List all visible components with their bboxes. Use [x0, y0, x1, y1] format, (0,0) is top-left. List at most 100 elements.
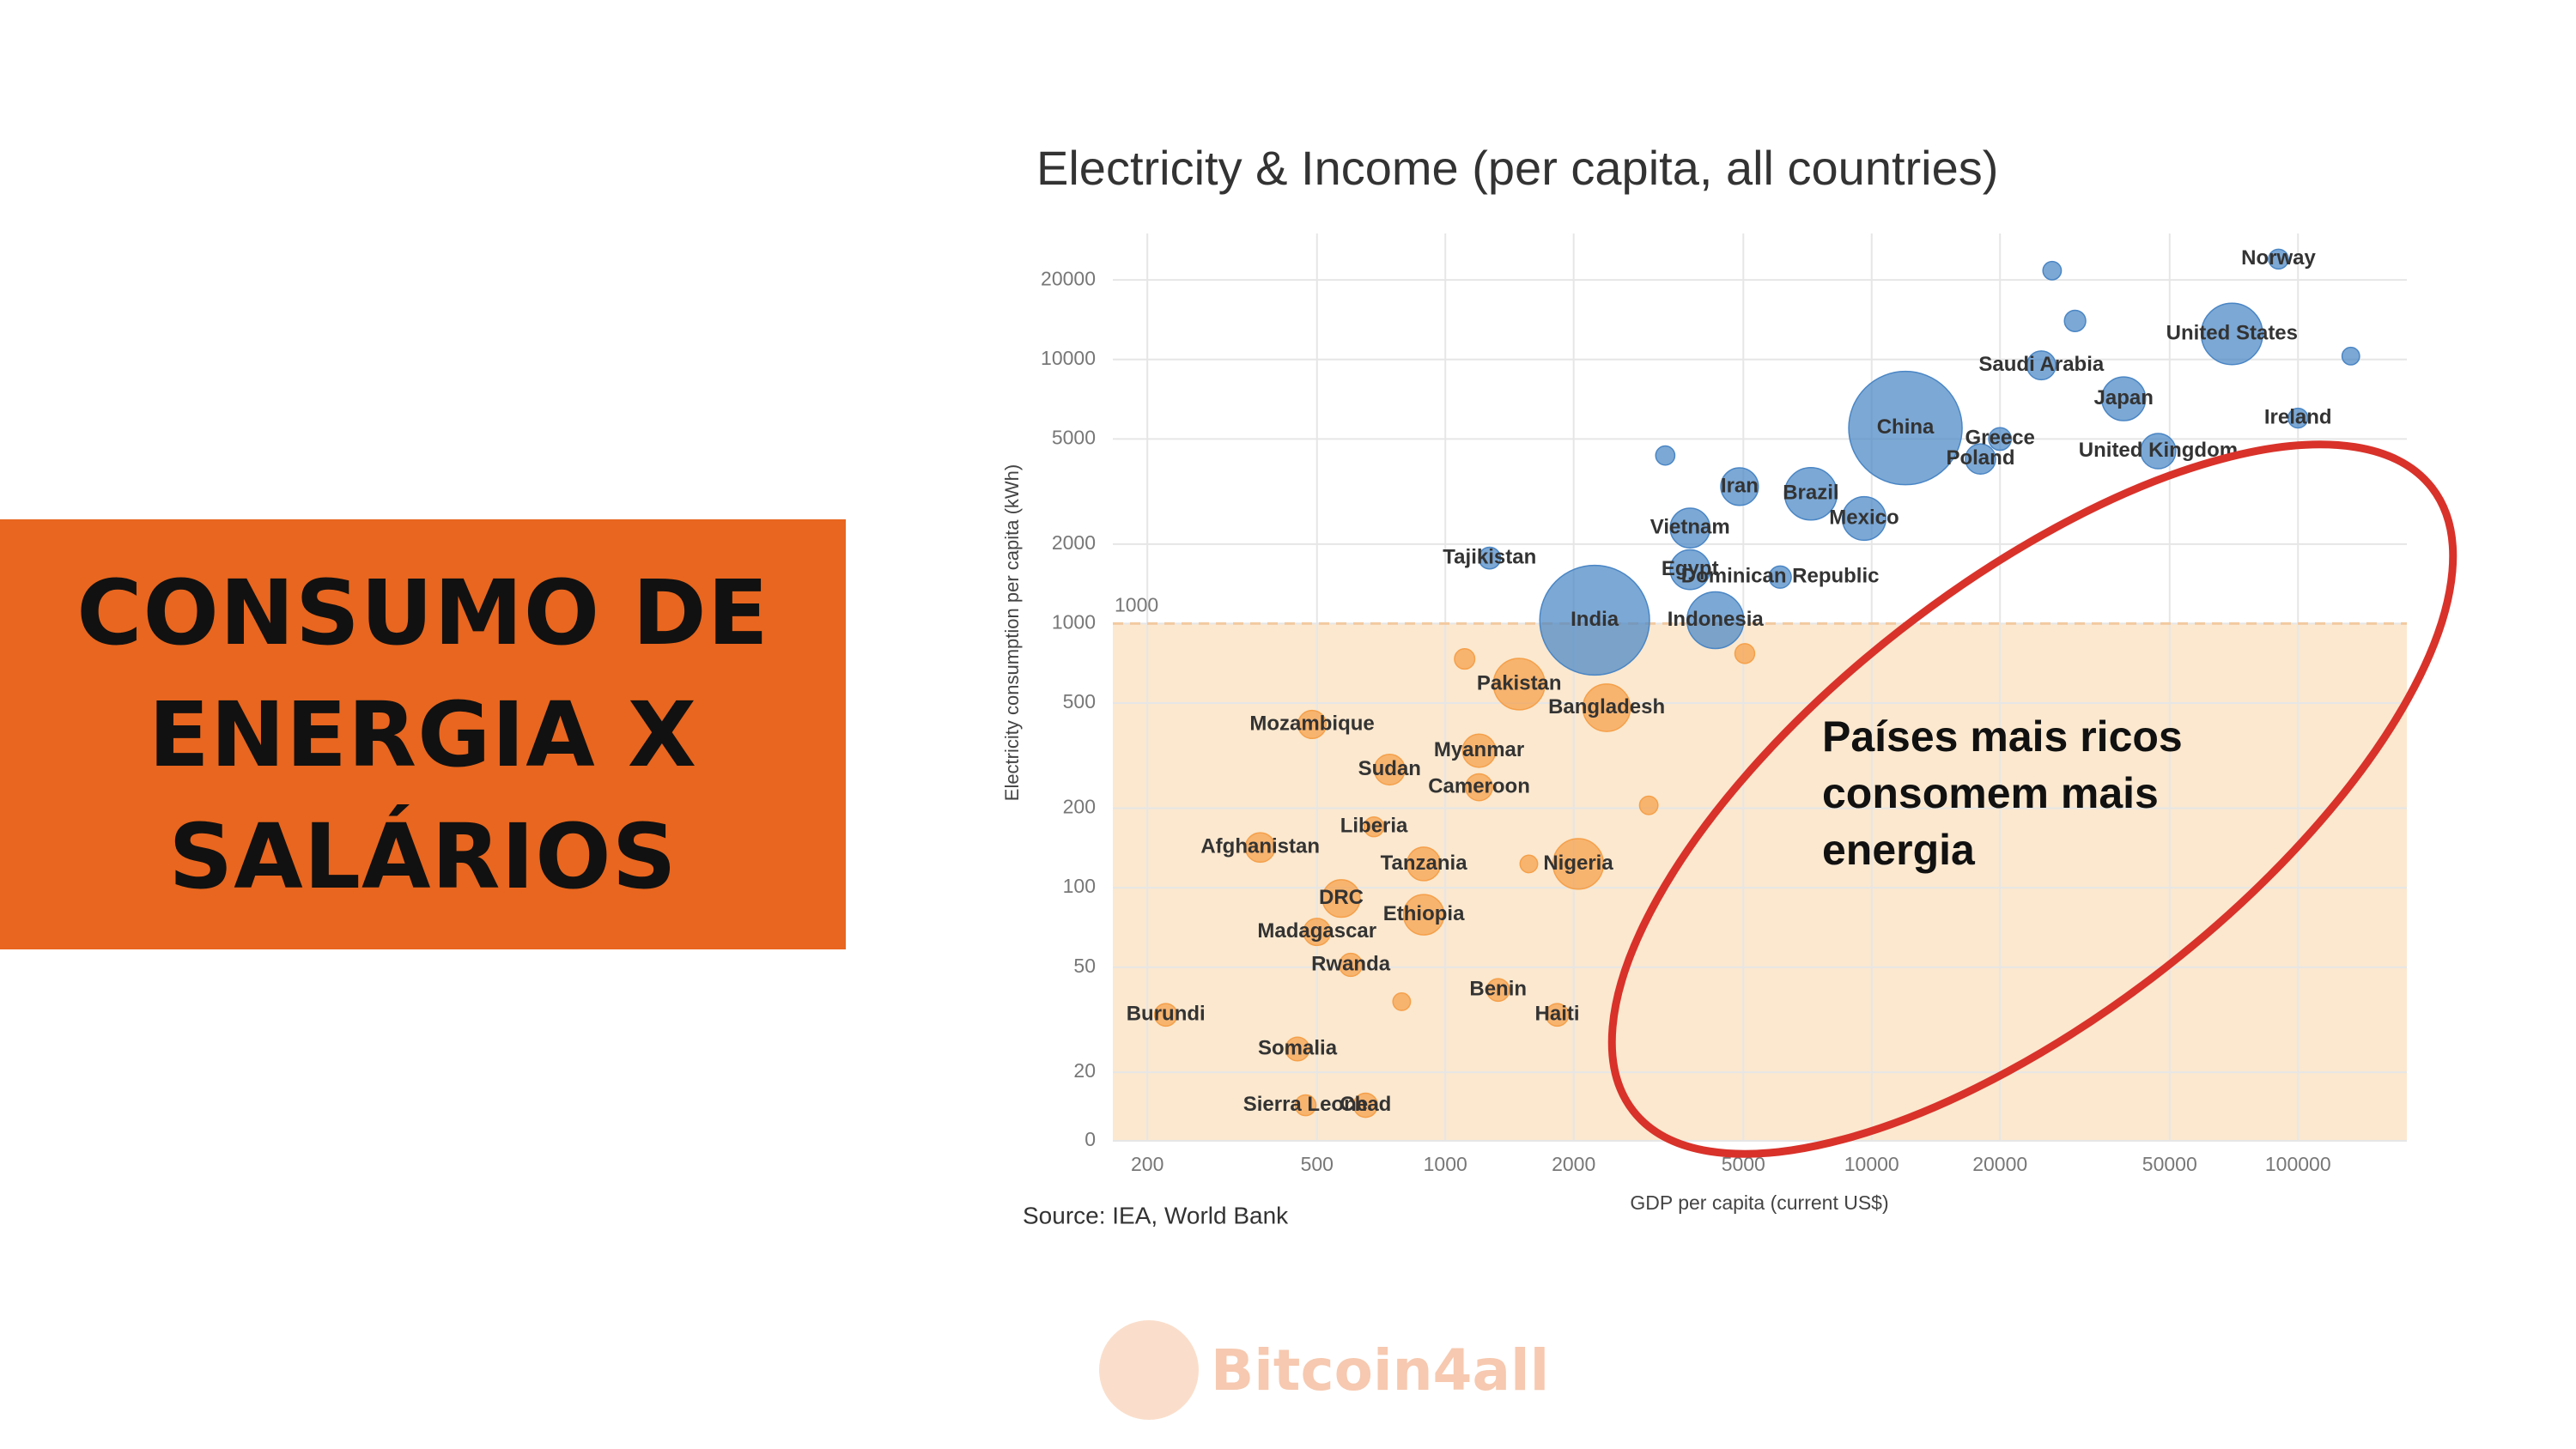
bubble	[1686, 591, 1745, 650]
annotation: Países mais ricos consomem mais energia	[1822, 712, 2183, 874]
x-tick-label: 2000	[1552, 1153, 1595, 1175]
bubble	[1492, 658, 1546, 711]
bubble	[1545, 1003, 1570, 1028]
heading-line: SALÁRIOS	[168, 803, 677, 909]
country-label: Poland	[1946, 446, 2014, 470]
country-label: Mexico	[1829, 506, 1899, 529]
y-tick-label: 500	[1063, 690, 1096, 712]
y-tick-label: 5000	[1052, 426, 1096, 448]
country-label: Cameroon	[1428, 774, 1530, 797]
y-tick-label: 10000	[1041, 347, 1096, 369]
bubble	[1552, 838, 1605, 890]
x-tick-label: 100000	[2265, 1153, 2331, 1175]
bubble	[2200, 302, 2263, 366]
country-label: Japan	[2094, 386, 2154, 409]
y-axis-label: Electricity consumption per capita (kWh)	[1001, 464, 1023, 801]
x-tick-label: 200	[1131, 1153, 1163, 1175]
y-tick-label: 200	[1063, 796, 1096, 818]
bubble	[1539, 564, 1650, 676]
bubble	[2287, 407, 2309, 429]
bubble	[1848, 370, 1963, 486]
country-label: Iran	[1721, 474, 1759, 497]
bubble	[2341, 346, 2360, 366]
country-label: Bangladesh	[1548, 695, 1665, 718]
bubble	[1402, 894, 1445, 936]
country-label: China	[1877, 415, 1935, 439]
highlight-ellipse	[1607, 440, 2458, 1158]
country-label: Indonesia	[1668, 608, 1765, 631]
bubble	[1294, 1094, 1317, 1117]
country-label: Haiti	[1535, 1003, 1580, 1026]
bubble	[2042, 260, 2063, 281]
bubble	[1454, 648, 1476, 670]
bubble	[1478, 546, 1502, 570]
country-label: Myanmar	[1434, 738, 1524, 761]
x-tick-label: 1000	[1424, 1153, 1467, 1175]
bubble	[1669, 549, 1711, 591]
y-tick-label: 1000	[1052, 611, 1096, 634]
country-label: Egypt	[1662, 557, 1719, 580]
country-label: Sierra Leone	[1243, 1093, 1368, 1116]
x-tick-label: 20000	[1972, 1153, 2027, 1175]
bubble	[1392, 991, 1412, 1011]
y-tick-label: 0	[1084, 1128, 1096, 1150]
bubble	[1655, 445, 1676, 466]
x-tick-label: 500	[1301, 1153, 1334, 1175]
source: Source: IEA, World Bank	[1023, 1202, 1289, 1228]
bubble	[1841, 495, 1887, 542]
country-label: United States	[2166, 321, 2298, 344]
y-tick-label: 2000	[1052, 531, 1096, 554]
country-label: Rwanda	[1311, 952, 1391, 975]
x-tick-label: 50000	[2142, 1153, 2197, 1175]
chart-title: Electricity & Income (per capita, all co…	[1036, 141, 1998, 195]
country-label: Greece	[1965, 427, 2035, 450]
heading-line: CONSUMO DE	[76, 560, 769, 665]
bubble	[1582, 683, 1631, 732]
bubble	[1734, 643, 1756, 664]
country-label: Madagascar	[1257, 919, 1376, 943]
logo-icon	[1099, 1320, 1199, 1420]
bubble	[1153, 1003, 1178, 1028]
bubble	[1461, 733, 1497, 768]
bubble	[2100, 376, 2147, 421]
bubble	[1783, 467, 1838, 521]
country-label: Norway	[2241, 246, 2316, 270]
bubble	[2268, 248, 2289, 270]
country-label: Tanzania	[1381, 852, 1468, 875]
bubble	[1303, 918, 1332, 947]
y-tick-label: 50	[1073, 955, 1096, 977]
y-tick-label: 20	[1073, 1059, 1096, 1082]
country-label: Nigeria	[1543, 852, 1613, 875]
country-label: Ethiopia	[1383, 902, 1465, 925]
logo: Bitcoin4all	[1099, 1320, 1549, 1420]
bubble	[2063, 309, 2087, 332]
bubble	[2140, 433, 2177, 470]
bubble	[1363, 815, 1385, 838]
country-label: Sudan	[1358, 757, 1421, 780]
bubble	[2026, 350, 2057, 381]
country-label: Pakistan	[1477, 671, 1562, 694]
country-label: Brazil	[1783, 482, 1838, 505]
country-label: Benin	[1469, 978, 1527, 1001]
threshold-label: 1000	[1115, 594, 1158, 616]
heading-box: CONSUMO DE ENERGIA X SALÁRIOS	[0, 519, 846, 949]
country-label: Liberia	[1340, 815, 1408, 838]
bubble	[1373, 753, 1406, 786]
bubble	[1338, 952, 1364, 978]
logo-text: Bitcoin4all	[1211, 1337, 1550, 1404]
country-label: United Kingdom	[2079, 439, 2238, 462]
y-tick-label: 100	[1063, 875, 1096, 897]
country-label: Dominican Republic	[1681, 565, 1880, 588]
bubble	[1297, 709, 1327, 740]
bubble	[1988, 427, 2013, 452]
country-label: India	[1571, 608, 1619, 631]
country-label: Somalia	[1258, 1036, 1338, 1059]
bubble	[1485, 978, 1510, 1003]
low-consumption-area	[1113, 623, 2407, 1141]
country-label: DRC	[1319, 886, 1364, 909]
country-label: Ireland	[2264, 405, 2332, 428]
country-label: Mozambique	[1249, 712, 1374, 735]
heading-line: ENERGIA X	[148, 682, 698, 787]
